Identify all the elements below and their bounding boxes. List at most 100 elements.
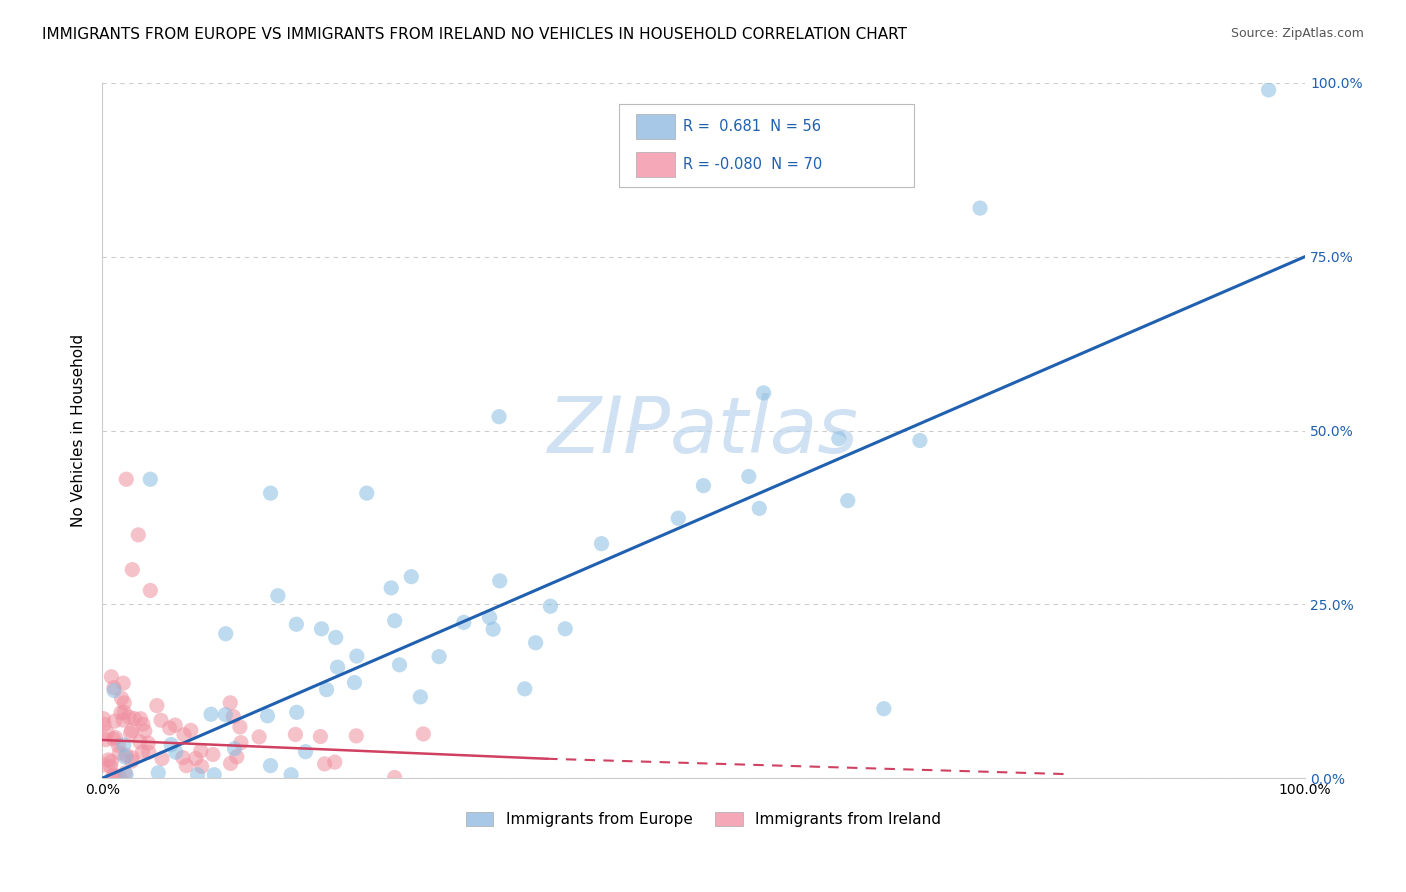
- Point: [453, 615, 475, 630]
- Point: [384, 614, 406, 628]
- FancyBboxPatch shape: [619, 103, 914, 187]
- Point: [97, 753, 120, 767]
- Point: [201, 747, 224, 762]
- Point: [103, 732, 125, 747]
- Point: [202, 768, 225, 782]
- Point: [222, 709, 245, 723]
- Point: [285, 706, 308, 720]
- Point: [115, 748, 138, 763]
- Point: [172, 750, 194, 764]
- Point: [388, 657, 411, 672]
- Point: [104, 714, 127, 728]
- Point: [112, 676, 135, 690]
- Point: [215, 626, 238, 640]
- FancyBboxPatch shape: [636, 113, 675, 139]
- Point: [488, 574, 510, 588]
- Point: [148, 765, 170, 780]
- Point: [121, 723, 143, 738]
- Text: IMMIGRANTS FROM EUROPE VS IMMIGRANTS FROM IRELAND NO VEHICLES IN HOUSEHOLD CORRE: IMMIGRANTS FROM EUROPE VS IMMIGRANTS FRO…: [42, 27, 907, 42]
- Point: [524, 636, 547, 650]
- Point: [138, 745, 160, 759]
- Point: [96, 725, 118, 739]
- Point: [247, 730, 270, 744]
- Point: [121, 751, 143, 765]
- Point: [176, 758, 198, 772]
- Point: [165, 745, 187, 759]
- Point: [115, 472, 138, 486]
- Point: [908, 434, 931, 448]
- Point: [554, 622, 576, 636]
- Point: [325, 631, 347, 645]
- Point: [134, 724, 156, 739]
- Point: [108, 771, 131, 785]
- Point: [115, 768, 138, 782]
- Point: [103, 683, 125, 698]
- Point: [129, 735, 152, 749]
- Point: [127, 528, 149, 542]
- Text: Source: ZipAtlas.com: Source: ZipAtlas.com: [1230, 27, 1364, 40]
- Legend: Immigrants from Europe, Immigrants from Ireland: Immigrants from Europe, Immigrants from …: [460, 805, 948, 833]
- Point: [121, 563, 143, 577]
- Point: [165, 718, 187, 732]
- Point: [180, 723, 202, 738]
- Point: [482, 622, 505, 636]
- Point: [114, 750, 136, 764]
- Point: [267, 589, 290, 603]
- Point: [326, 660, 349, 674]
- Point: [112, 705, 135, 719]
- Point: [184, 751, 207, 765]
- Point: [427, 649, 450, 664]
- Text: ZIPatlas: ZIPatlas: [548, 392, 859, 468]
- Point: [139, 472, 162, 486]
- Point: [591, 536, 613, 550]
- Point: [219, 696, 242, 710]
- Point: [837, 493, 859, 508]
- Point: [409, 690, 432, 704]
- Point: [190, 759, 212, 773]
- Point: [200, 707, 222, 722]
- Point: [100, 759, 122, 773]
- FancyBboxPatch shape: [636, 152, 675, 178]
- Point: [344, 729, 367, 743]
- Point: [256, 709, 278, 723]
- Point: [738, 469, 761, 483]
- Point: [103, 768, 125, 782]
- Point: [692, 478, 714, 492]
- Point: [93, 758, 115, 772]
- Point: [108, 746, 131, 760]
- Point: [828, 432, 851, 446]
- Point: [259, 486, 281, 500]
- Point: [478, 610, 501, 624]
- Point: [284, 727, 307, 741]
- Point: [160, 738, 183, 752]
- Point: [229, 720, 252, 734]
- Point: [139, 583, 162, 598]
- Point: [107, 739, 129, 753]
- Text: R = -0.080  N = 70: R = -0.080 N = 70: [683, 157, 823, 172]
- Point: [110, 706, 132, 720]
- Point: [190, 744, 212, 758]
- Point: [214, 707, 236, 722]
- Point: [224, 741, 246, 756]
- Point: [173, 728, 195, 742]
- Point: [100, 670, 122, 684]
- Point: [488, 409, 510, 424]
- Text: R =  0.681  N = 56: R = 0.681 N = 56: [683, 119, 821, 134]
- Point: [1257, 83, 1279, 97]
- Point: [513, 681, 536, 696]
- Point: [401, 569, 423, 583]
- Point: [112, 696, 135, 710]
- Point: [384, 771, 406, 785]
- Point: [343, 675, 366, 690]
- Point: [309, 730, 332, 744]
- Point: [121, 754, 143, 768]
- Point: [315, 682, 337, 697]
- Point: [259, 758, 281, 772]
- Point: [150, 751, 173, 765]
- Point: [120, 726, 142, 740]
- Point: [112, 738, 135, 752]
- Point: [187, 768, 209, 782]
- Point: [101, 769, 124, 783]
- Point: [752, 385, 775, 400]
- Point: [146, 698, 169, 713]
